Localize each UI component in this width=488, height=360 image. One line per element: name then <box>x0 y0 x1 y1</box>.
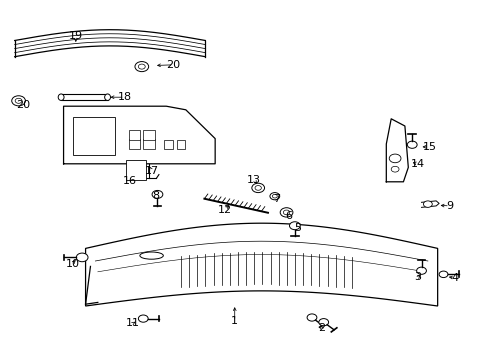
Text: 18: 18 <box>118 92 131 102</box>
Circle shape <box>390 166 398 172</box>
Circle shape <box>416 267 426 274</box>
Bar <box>126 160 145 180</box>
Text: 6: 6 <box>285 211 291 221</box>
Text: 19: 19 <box>69 31 82 41</box>
Text: 15: 15 <box>422 142 435 152</box>
Text: 20: 20 <box>166 60 180 70</box>
Text: 13: 13 <box>247 175 261 185</box>
Bar <box>73 117 115 155</box>
Circle shape <box>280 208 292 217</box>
Circle shape <box>407 141 416 148</box>
Polygon shape <box>85 223 437 306</box>
Ellipse shape <box>140 252 163 259</box>
Polygon shape <box>421 201 438 207</box>
Text: 5: 5 <box>293 222 300 233</box>
Circle shape <box>306 314 316 321</box>
Circle shape <box>251 183 264 193</box>
Circle shape <box>318 319 328 326</box>
Text: 10: 10 <box>65 258 79 269</box>
Bar <box>128 139 140 149</box>
Text: 12: 12 <box>218 204 231 215</box>
Polygon shape <box>63 106 215 164</box>
Circle shape <box>12 96 25 106</box>
Polygon shape <box>386 119 407 182</box>
Bar <box>164 140 173 149</box>
Bar <box>61 94 107 100</box>
Bar <box>143 130 155 140</box>
Circle shape <box>152 190 163 198</box>
Circle shape <box>438 271 447 278</box>
Text: 8: 8 <box>152 191 159 201</box>
Circle shape <box>289 222 300 230</box>
Circle shape <box>135 62 148 72</box>
Circle shape <box>138 315 148 322</box>
Text: 16: 16 <box>122 176 136 186</box>
Ellipse shape <box>104 94 110 100</box>
Text: 7: 7 <box>272 194 279 204</box>
Ellipse shape <box>58 94 64 100</box>
Circle shape <box>423 201 431 207</box>
Circle shape <box>269 193 279 200</box>
Text: 11: 11 <box>126 318 140 328</box>
Circle shape <box>76 253 88 262</box>
Circle shape <box>138 64 145 69</box>
Text: 17: 17 <box>144 166 158 176</box>
Text: 14: 14 <box>410 159 424 169</box>
Bar <box>128 130 140 140</box>
Circle shape <box>255 186 261 190</box>
Circle shape <box>388 154 400 163</box>
Text: 1: 1 <box>231 316 238 326</box>
Text: 2: 2 <box>318 323 325 333</box>
Text: 4: 4 <box>450 273 457 283</box>
Bar <box>176 140 185 149</box>
Text: 3: 3 <box>414 272 421 282</box>
Bar <box>143 139 155 149</box>
Text: 20: 20 <box>17 100 30 110</box>
Circle shape <box>283 210 289 215</box>
Text: 9: 9 <box>446 201 452 211</box>
Circle shape <box>15 98 22 103</box>
Circle shape <box>272 194 277 198</box>
